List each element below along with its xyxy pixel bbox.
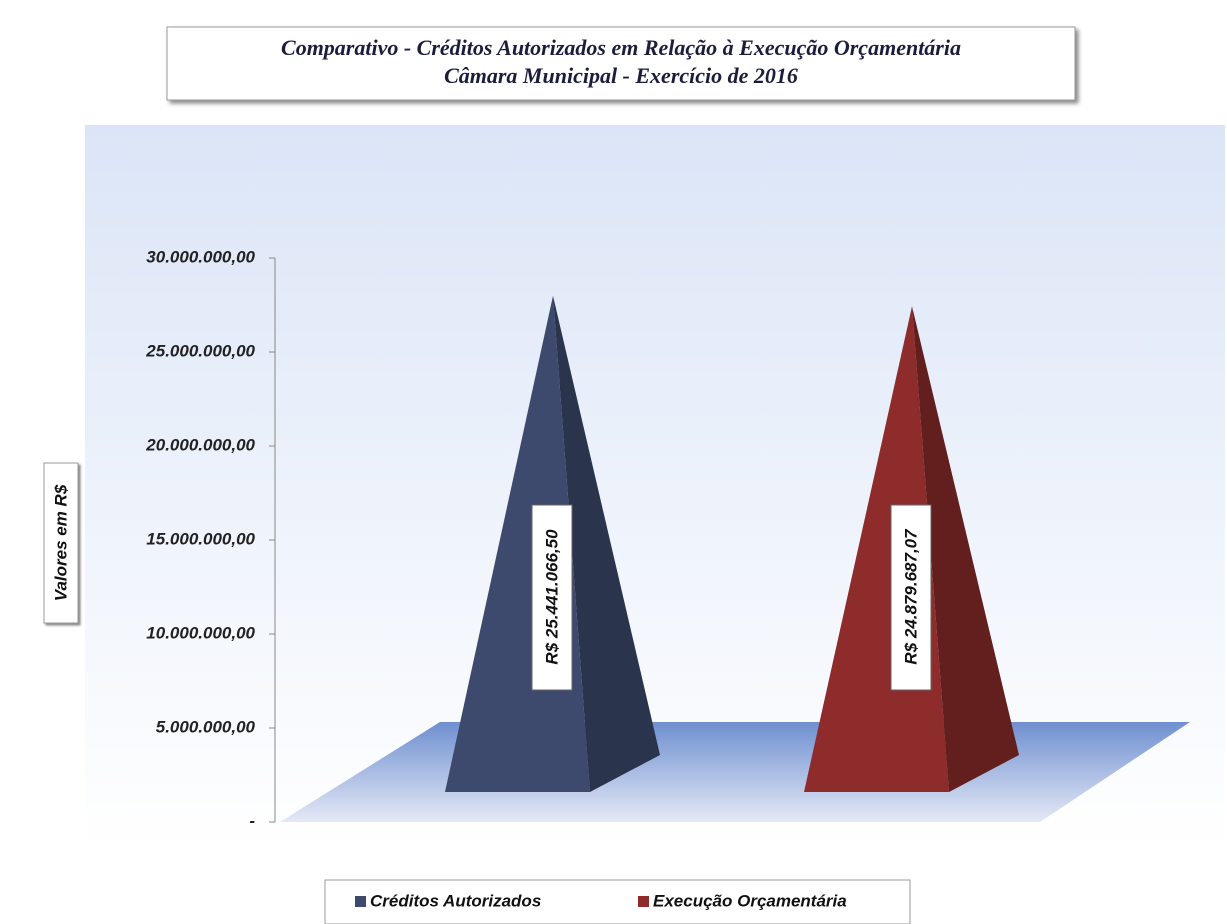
- y-tick-label: -: [249, 811, 255, 830]
- y-tick-label: 30.000.000,00: [146, 247, 255, 266]
- pyramid-side: [912, 306, 1019, 792]
- chart-subtitle: Câmara Municipal - Exercício de 2016: [444, 63, 798, 88]
- chart-title: Comparativo - Créditos Autorizados em Re…: [281, 35, 961, 60]
- y-tick-label: 5.000.000,00: [156, 717, 256, 736]
- legend-box: [324, 879, 911, 924]
- value-label-box: [890, 504, 932, 691]
- value-label: R$ 24.879.687,07: [901, 528, 920, 665]
- value-label: R$ 25.441.066,50: [542, 529, 561, 665]
- pyramid-side: [553, 295, 660, 792]
- y-axis-label: Valores em R$: [51, 484, 70, 601]
- y-tick-label: 10.000.000,00: [146, 623, 255, 642]
- floor: [280, 722, 1190, 822]
- y-label-box: [43, 462, 79, 624]
- legend-label: Execução Orçamentária: [653, 891, 847, 910]
- legend-label: Créditos Autorizados: [370, 891, 541, 910]
- y-tick-label: 25.000.000,00: [145, 341, 255, 360]
- value-label-box: [531, 504, 573, 691]
- legend-swatch: [355, 896, 366, 907]
- y-tick-label: 20.000.000,00: [145, 435, 255, 454]
- y-tick-label: 15.000.000,00: [146, 529, 255, 548]
- legend-swatch: [638, 896, 649, 907]
- title-box: [166, 26, 1076, 101]
